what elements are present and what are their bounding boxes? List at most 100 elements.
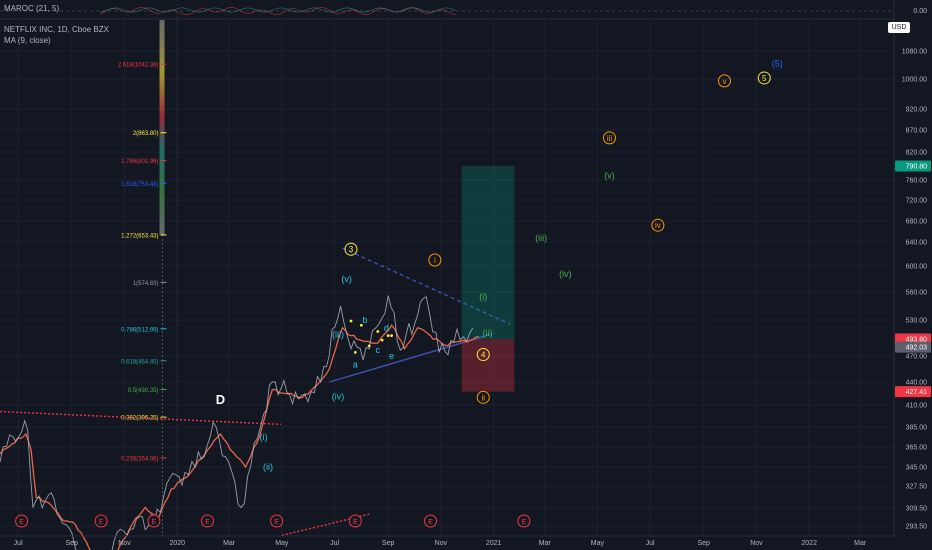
price-axis-tick-label: 920.00 <box>906 107 928 114</box>
earnings-marker <box>147 514 161 528</box>
price-tag-label: 493.60 <box>906 337 928 344</box>
price-axis-tick-label: 309.50 <box>906 506 928 513</box>
indicator-legend[interactable]: MAROC (21, 5) <box>4 4 59 13</box>
earnings-marker-label: E <box>19 519 24 526</box>
price-tag-background <box>895 386 931 398</box>
price-axis-tick-label: 327.50 <box>906 484 928 491</box>
price-tag-background <box>895 341 931 353</box>
time-axis-tick-label: Mar <box>223 540 236 547</box>
time-axis-tick-label: 2021 <box>486 540 502 547</box>
wave-label: (iii) <box>332 330 344 340</box>
wave-label-circle <box>476 390 490 404</box>
chart-title[interactable]: NETFLIX INC, 1D, Cboe BZX <box>4 25 109 34</box>
time-axis-tick-label: Jul <box>14 540 23 547</box>
abcde-dot <box>376 330 380 333</box>
price-axis-tick-label: 365.00 <box>906 445 928 452</box>
wave-label-circle <box>757 71 771 85</box>
symbol-title: NETFLIX INC, 1D, Cboe BZX <box>4 25 109 34</box>
fib-level-label: 0.786(512.99) <box>121 327 158 333</box>
earnings-marker <box>15 514 29 528</box>
wave-label-circle <box>476 348 490 362</box>
price-axis-tick-label: 640.00 <box>906 240 928 247</box>
price-axis-tick-label: 385.00 <box>906 425 928 432</box>
price-axis-tick-label: 760.00 <box>906 178 928 185</box>
fib-gradient-bar <box>159 20 165 235</box>
wave-label: (v) <box>341 274 352 284</box>
position-stop-zone <box>461 339 515 392</box>
price-tag-label: 492.03 <box>906 345 928 352</box>
wave-label-circle <box>344 242 358 256</box>
trendline-red-support <box>281 513 370 537</box>
fib-level-label: 0.618(464.45) <box>121 359 158 365</box>
price-axis-tick-label: 560.00 <box>906 290 928 297</box>
fib-level-label: 0.382(396.25) <box>121 416 158 422</box>
time-axis-tick-label: Nov <box>750 540 763 547</box>
wave-label: D <box>216 392 225 407</box>
time-axis-tick-label: 2020 <box>169 540 185 547</box>
fib-level-label: 1.786(801.96) <box>121 159 158 165</box>
time-axis-tick-label: May <box>591 540 605 547</box>
earnings-marker <box>348 514 362 528</box>
price-tag-label: 790.80 <box>906 164 928 171</box>
wave-label: (v) <box>604 170 615 180</box>
time-axis-tick-label: 2022 <box>801 540 817 547</box>
price-series-line <box>0 295 474 550</box>
earnings-marker <box>517 514 531 528</box>
price-axis-tick-label: 820.00 <box>906 150 928 157</box>
wave-label: (i) <box>479 292 487 302</box>
abcde-dot <box>349 319 353 323</box>
wave-label: e <box>389 351 394 361</box>
currency-badge[interactable]: USD <box>888 22 910 33</box>
wave-label: b <box>362 315 367 325</box>
time-axis-tick-label: Jul <box>330 540 339 547</box>
wave-label: (iii) <box>535 233 547 243</box>
time-axis-tick-label: Mar <box>854 540 867 547</box>
price-axis-tick-label: 293.50 <box>906 524 928 531</box>
ma-legend[interactable]: MA (9, close) <box>4 36 51 45</box>
earnings-marker <box>424 514 438 528</box>
wave-label: (ii) <box>483 328 493 338</box>
earnings-marker-label: E <box>205 519 210 526</box>
earnings-marker <box>270 514 284 528</box>
price-axis-tick-label: 1000.00 <box>902 77 927 84</box>
price-axis-tick-label: 410.00 <box>906 403 928 410</box>
wave-label: 4 <box>481 351 486 360</box>
fib-level-label: 0.5(430.35) <box>128 388 159 394</box>
price-axis-tick-label: 870.00 <box>906 128 928 135</box>
wave-label-circle <box>717 74 731 88</box>
wave-label: c <box>376 345 381 355</box>
earnings-marker-label: E <box>353 519 358 526</box>
wave-label: 5 <box>762 74 767 83</box>
ma-label: MA (9, close) <box>4 36 51 45</box>
fib-level-label: 2.618(1042.38) <box>118 63 159 69</box>
time-axis-tick-label: Sep <box>697 540 710 547</box>
trendline-red-resistance <box>0 410 282 426</box>
fib-level-label: 1(574.83) <box>133 281 159 287</box>
time-axis-tick-label: May <box>275 540 289 547</box>
price-axis-tick-label: 1080.00 <box>902 49 927 56</box>
indicator-label: MAROC (21, 5) <box>4 4 60 13</box>
price-axis-tick-label: 680.00 <box>906 219 928 226</box>
wave-label: ii <box>481 393 485 402</box>
wave-label: d <box>384 323 389 333</box>
time-axis-tick-label: Nov <box>118 540 131 547</box>
earnings-marker-label: E <box>522 519 527 526</box>
wave-label: v <box>722 77 726 86</box>
trendline-triangle-lower <box>329 333 493 383</box>
wave-label: 3 <box>349 245 354 254</box>
position-target-zone <box>461 166 515 339</box>
price-tag-background <box>895 160 931 172</box>
wave-label-circle <box>651 218 665 232</box>
wave-label: (i) <box>260 432 268 442</box>
time-axis-tick-label: Sep <box>382 540 395 547</box>
earnings-marker-label: E <box>428 519 433 526</box>
earnings-marker <box>200 514 214 528</box>
price-axis-tick-label: 470.00 <box>906 354 928 361</box>
time-axis-tick-label: Nov <box>435 540 448 547</box>
price-axis-tick-label: 440.00 <box>906 380 928 387</box>
price-axis-tick-label: 530.00 <box>906 318 928 325</box>
wave-label: iv <box>655 221 661 230</box>
wave-label: (5) <box>772 58 783 68</box>
